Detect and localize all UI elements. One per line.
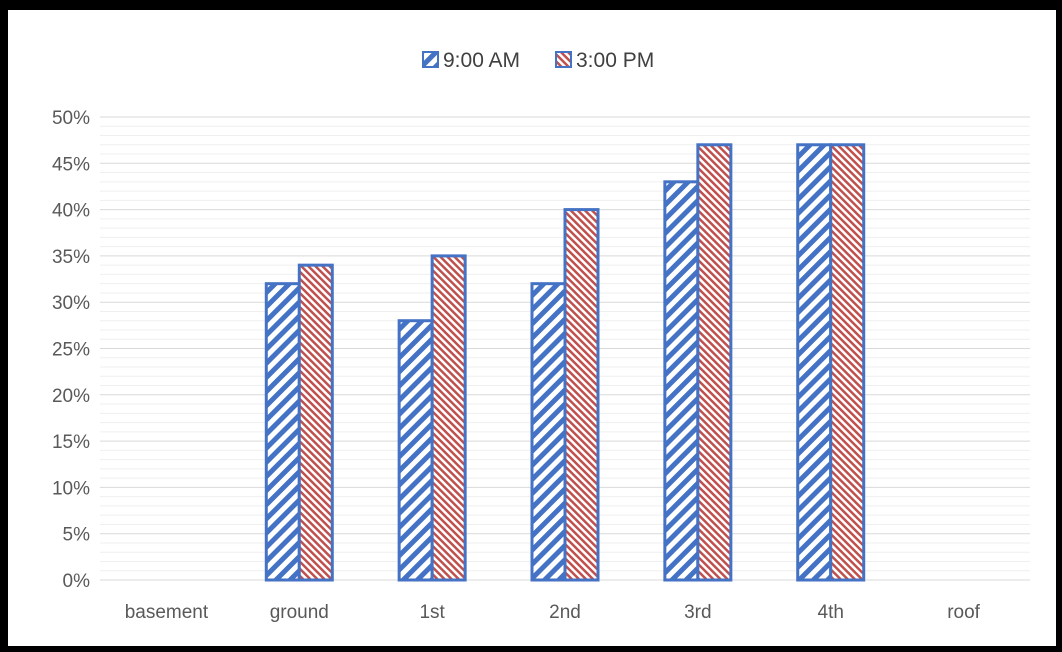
x-category-label: 4th [818,602,844,623]
y-tick-label: 20% [52,386,90,407]
x-category-label: 1st [419,602,445,623]
bar-series-1 [397,319,434,582]
bar-series-2 [430,254,467,582]
bar-series-1 [796,143,833,582]
y-tick-label: 25% [52,340,90,361]
legend-swatch [555,51,572,68]
x-category-label: basement [125,602,209,623]
y-axis-ticks: 0% 5% 10% 15% 20% 25% 30% 35% 40% 45% 50% [52,108,90,592]
x-category-label: ground [270,602,329,623]
y-tick-label: 10% [52,478,90,499]
y-tick-label: 30% [52,293,90,314]
bars [264,143,866,582]
x-category-label: 2nd [549,602,581,623]
bar-series-1 [663,180,700,582]
legend: 9:00 AM 3:00 PM [422,49,654,72]
x-category-label: 3rd [684,602,711,623]
legend-label: 9:00 AM [443,49,520,72]
bar-series-1 [530,282,567,582]
legend-label: 3:00 PM [576,49,654,72]
bar-series-2 [297,263,334,582]
x-axis-categories: basement ground 1st 2nd 3rd 4th roof [125,602,981,623]
bar-chart: 0% 5% 10% 15% 20% 25% 30% 35% 40% 45% 50% basement… [52,49,1030,623]
bar-series-2 [563,208,600,582]
y-tick-label: 5% [63,525,91,546]
y-tick-label: 15% [52,432,90,453]
bar-series-2 [829,143,866,582]
y-tick-label: 35% [52,247,90,268]
y-tick-label: 40% [52,201,90,222]
y-tick-label: 0% [63,571,91,592]
y-tick-label: 45% [52,154,90,175]
legend-swatch [422,51,439,68]
bar-series-1 [264,282,301,582]
y-tick-label: 50% [52,108,90,129]
x-category-label: roof [947,602,980,623]
bar-series-2 [696,143,733,582]
